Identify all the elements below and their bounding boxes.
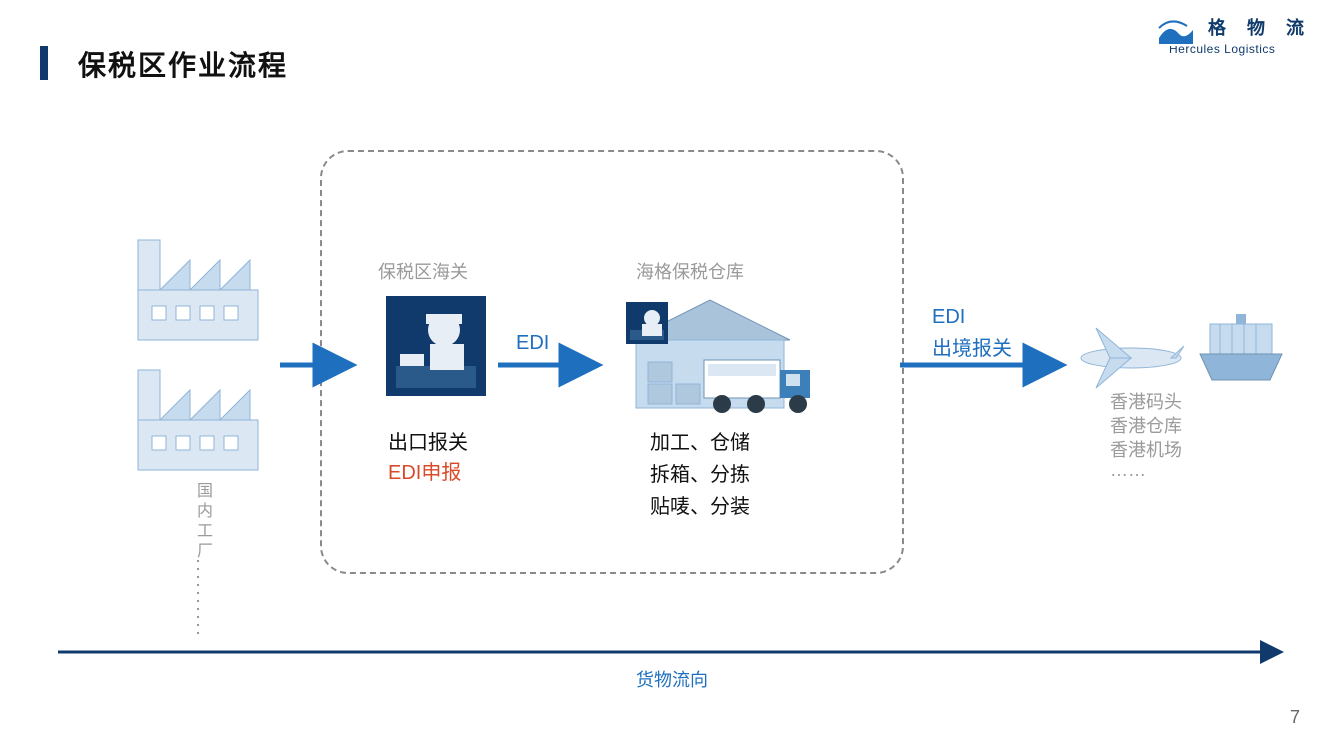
arrow2-label: EDI bbox=[516, 332, 549, 355]
page-number: 7 bbox=[1290, 707, 1300, 728]
arrow3-label-bot: 出境报关 bbox=[932, 332, 1012, 361]
flow-arrows bbox=[0, 0, 1342, 752]
arrow3-label-top: EDI bbox=[932, 306, 965, 329]
flow-axis-caption: 货物流向 bbox=[636, 666, 708, 692]
